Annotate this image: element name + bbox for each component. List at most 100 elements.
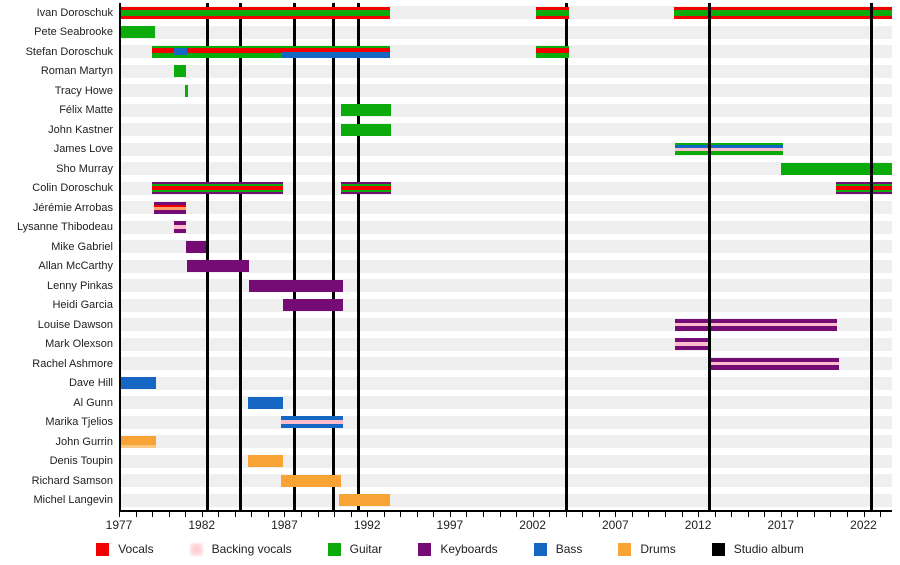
axis-tick (813, 512, 815, 517)
timeline-bar (341, 182, 391, 195)
bar-stripe-guitar (536, 52, 570, 58)
timeline-bar (121, 377, 156, 390)
bar-stripe-backing_vocals (675, 342, 710, 346)
bar-stripe-vocals (835, 185, 892, 191)
member-name: Pete Seabrooke (34, 26, 113, 39)
axis-tick (201, 512, 203, 517)
axis-tick (317, 512, 319, 517)
bar-stripe-bass (281, 416, 343, 421)
axis-tick (466, 512, 468, 517)
member-name: Dave Hill (68, 377, 113, 390)
timeline-bar (536, 6, 570, 19)
bar-stripe-guitar (341, 190, 391, 193)
legend-item-bass: Bass (533, 542, 582, 556)
bar-stripe-keyboards (151, 192, 284, 195)
timeline-bar (283, 299, 343, 312)
timeline-bar (185, 240, 207, 253)
bar-stripe-keyboards (709, 357, 840, 362)
row-stripe (121, 123, 892, 137)
bar-stripe-keyboards (675, 318, 838, 323)
member-name: James Love (53, 143, 113, 156)
axis-tick (780, 512, 782, 517)
legend-item-studio-album: Studio album (711, 542, 804, 556)
bar-stripe-keyboards (154, 201, 186, 205)
timeline-bar (835, 182, 892, 195)
member-name: Mark Olexson (45, 338, 113, 351)
bar-stripe-guitar (675, 150, 783, 156)
axis-tick (251, 512, 253, 517)
row-stripe (121, 201, 892, 215)
member-name: Stefan Doroschuk (25, 45, 113, 58)
bar-stripe-guitar (835, 190, 892, 193)
axis-tick (648, 512, 650, 517)
legend-swatch (618, 542, 632, 556)
axis-tick (764, 512, 766, 517)
member-name: Louise Dawson (37, 318, 113, 331)
bar-stripe-guitar (151, 190, 284, 193)
axis-tick (135, 512, 137, 517)
bar-stripe-vocals (151, 185, 284, 191)
bar-stripe-vocals (121, 15, 390, 19)
timeline-bar (709, 357, 840, 370)
timeline-bar (341, 123, 391, 136)
member-name: Denis Toupin (49, 455, 113, 468)
studio-album-line (869, 3, 873, 510)
bar-stripe-guitar (835, 183, 892, 186)
legend-label: Backing vocals (211, 542, 292, 556)
bar-stripe-keyboards (709, 365, 840, 370)
bar-stripe-guitar (152, 45, 174, 49)
timeline-bar (187, 260, 250, 273)
studio-album-line (356, 3, 360, 510)
member-name-column: Ivan Doroschuk Pete Seabrooke Stefan Doros… (0, 0, 113, 515)
axis-tick (168, 512, 170, 517)
studio-album-line (238, 3, 242, 510)
bar-stripe-keyboards (154, 209, 186, 214)
bar-stripe-guitar (187, 45, 283, 49)
bar-stripe-guitar (173, 55, 188, 58)
bar-stripe-guitar (173, 45, 188, 49)
timeline-bar (151, 182, 284, 195)
bar-stripe-vocals_drums_blend (154, 206, 186, 210)
timeline-bar (248, 396, 284, 409)
axis-year-label: 2007 (601, 518, 629, 532)
timeline-bar (173, 45, 188, 58)
plot-area (119, 3, 892, 512)
legend-label: Keyboards (440, 542, 498, 556)
row-stripe (121, 279, 892, 293)
axis-tick (383, 512, 385, 517)
bar-stripe-vocals (341, 185, 391, 191)
bar-stripe-backing_vocals (173, 225, 187, 229)
timeline-bar (121, 26, 155, 39)
row-stripe (121, 259, 892, 273)
bar-stripe-drums (121, 435, 156, 445)
axis-year-label: 1987 (271, 518, 298, 532)
bar-stripe-drums_light (121, 444, 156, 448)
studio-album-line (205, 3, 209, 510)
axis-year-label: 1997 (436, 518, 464, 532)
bar-stripe-vocals (121, 6, 390, 10)
bar-stripe-drums (247, 455, 284, 468)
row-stripe (121, 415, 892, 429)
member-name: John Kastner (48, 123, 113, 136)
axis-tick (880, 512, 882, 517)
bar-stripe-guitar (121, 9, 390, 16)
bar-stripe-keyboards (835, 192, 892, 195)
timeline-bar (339, 494, 390, 507)
bar-stripe-keyboards (185, 240, 207, 253)
legend-label: Studio album (733, 542, 804, 556)
row-stripe (121, 376, 892, 390)
member-name: Richard Samson (31, 474, 113, 487)
legend-item-guitar: Guitar (327, 542, 382, 556)
bar-stripe-keyboards (249, 279, 343, 292)
row-stripe (121, 337, 892, 351)
bar-stripe-keyboards (341, 182, 391, 184)
axis-tick (234, 512, 236, 517)
bar-stripe-guitar (341, 183, 391, 186)
axis-tick (350, 512, 352, 517)
timeline-bar (536, 45, 570, 58)
timeline-bar (249, 279, 343, 292)
axis-tick (152, 512, 154, 517)
axis-tick (449, 512, 451, 517)
row-stripe (121, 181, 892, 195)
